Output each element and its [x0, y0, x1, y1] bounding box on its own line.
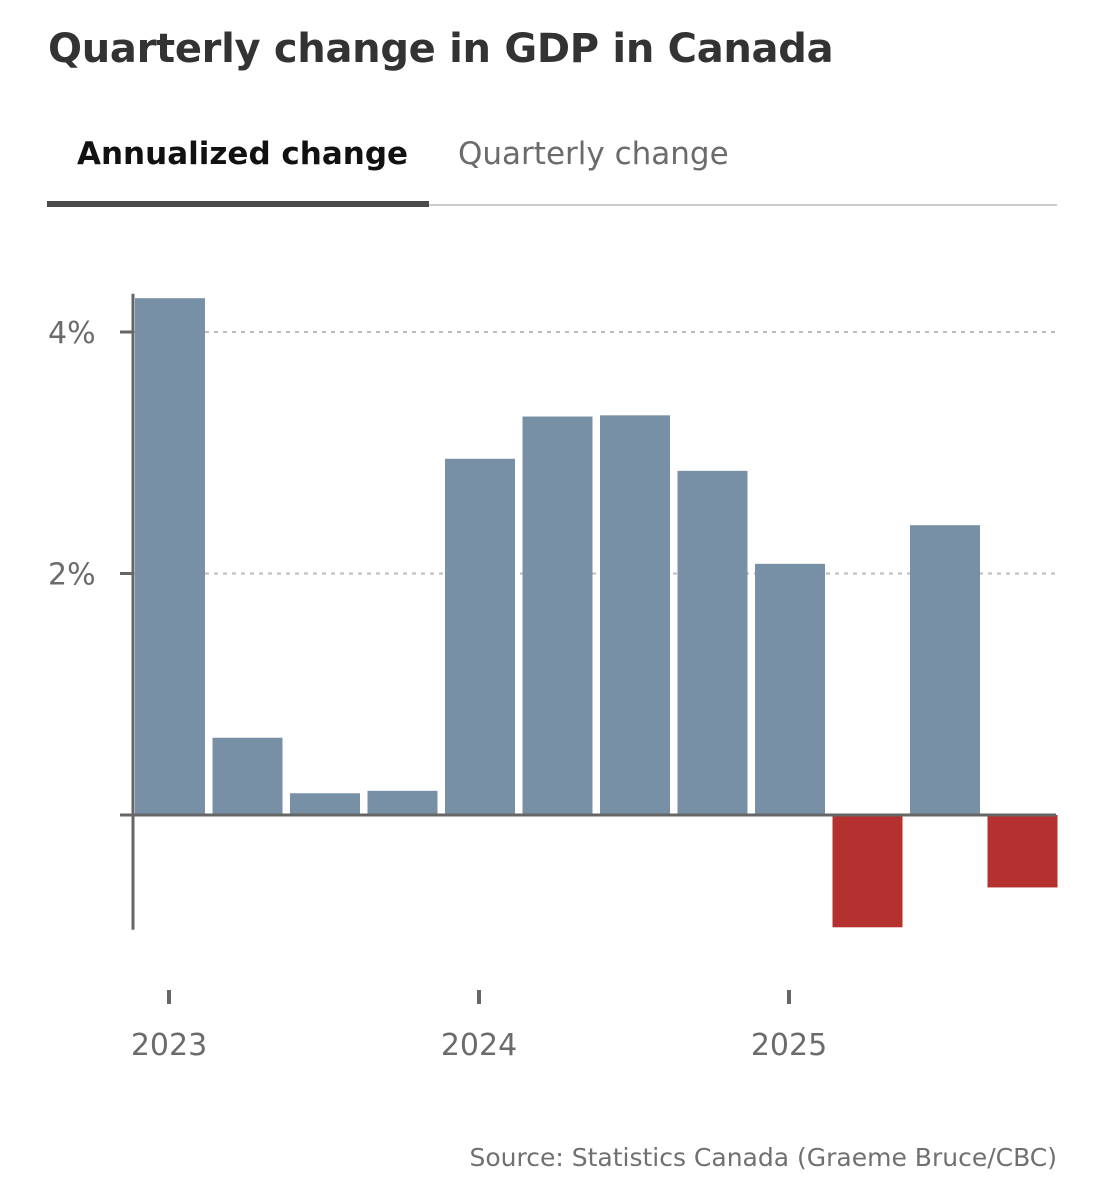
bar-2023-q2 — [212, 737, 283, 815]
bar-chart: 4% 2% 2023 2024 2025 — [48, 293, 1058, 1063]
x-tick-label-2025: 2025 — [751, 1028, 827, 1063]
bar-2025-q4 — [987, 815, 1058, 888]
gridlines — [133, 331, 1056, 575]
axes — [120, 293, 1056, 1004]
bar-2023-q1 — [135, 298, 205, 815]
bar-2024-q1 — [445, 458, 515, 815]
tab-quarterly-change[interactable]: Quarterly change — [458, 136, 729, 172]
bar-2023-q4 — [367, 790, 438, 815]
bar-2024-q2 — [522, 416, 593, 815]
bar-2025-q3 — [910, 525, 980, 815]
chart-title: Quarterly change in GDP in Canada — [48, 26, 834, 72]
bar-2025-q2 — [832, 815, 903, 928]
axis-labels: 4% 2% 2023 2024 2025 — [48, 316, 827, 1063]
bar-2023-q3 — [290, 793, 360, 815]
y-tick-label: 2% — [48, 558, 96, 593]
tab-bar: Annualized change Quarterly change — [47, 122, 1057, 207]
bars — [135, 298, 1058, 928]
bar-2024-q4 — [677, 470, 748, 815]
active-tab-indicator — [47, 201, 429, 207]
source-note: Source: Statistics Canada (Graeme Bruce/… — [469, 1143, 1057, 1172]
y-tick-label: 4% — [48, 316, 96, 351]
tab-annualized-change[interactable]: Annualized change — [77, 136, 409, 172]
x-tick-label-2024: 2024 — [441, 1028, 517, 1063]
x-tick-label-2023: 2023 — [131, 1028, 207, 1063]
bar-2024-q3 — [600, 415, 670, 815]
bar-2025-q1 — [755, 563, 825, 815]
